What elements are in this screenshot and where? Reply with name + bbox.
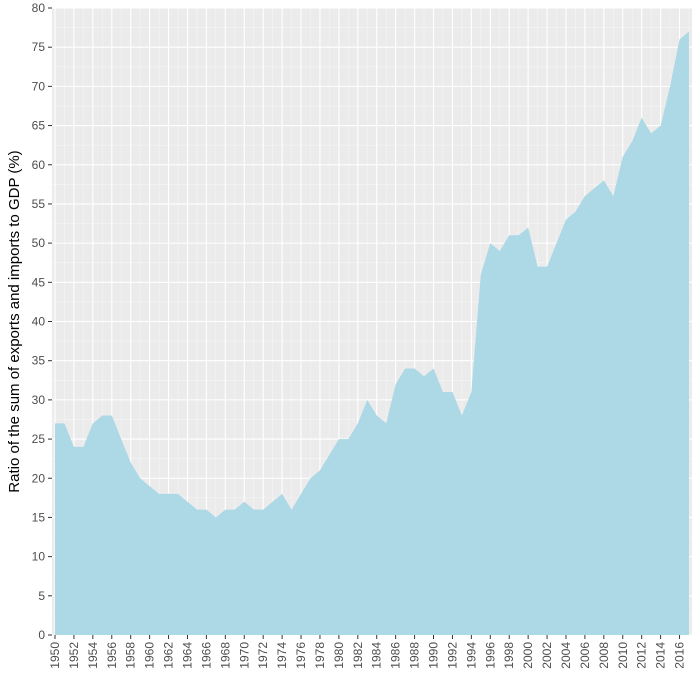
y-tick-label: 0	[38, 628, 45, 642]
x-tick-label: 2008	[597, 642, 611, 669]
y-tick-label: 20	[32, 471, 46, 485]
x-tick-label: 1982	[351, 642, 365, 669]
x-tick-label: 1996	[483, 642, 497, 669]
x-tick-label: 1980	[332, 642, 346, 669]
x-tick-label: 1954	[86, 642, 100, 669]
x-tick-label: 2006	[578, 642, 592, 669]
x-tick-label: 1974	[275, 642, 289, 669]
y-axis-title: Ratio of the sum of exports and imports …	[6, 150, 23, 492]
y-axis: 0 5 10 15 20 25 30 35 40 45 50 55 60 65 70 75 80	[32, 1, 52, 642]
y-tick-label: 40	[32, 315, 46, 329]
y-tick-label: 65	[32, 119, 46, 133]
area-series	[55, 31, 689, 635]
x-tick-label: 1964	[180, 642, 194, 669]
x-tick-label: 1958	[124, 642, 138, 669]
y-tick-label: 10	[32, 550, 46, 564]
y-tick-label: 55	[32, 197, 46, 211]
y-tick-label: 50	[32, 236, 46, 250]
x-tick-label: 1992	[445, 642, 459, 669]
x-tick-label: 2012	[635, 642, 649, 669]
x-tick-label: 1968	[218, 642, 232, 669]
x-tick-label: 1998	[502, 642, 516, 669]
x-tick-label: 1956	[105, 642, 119, 669]
x-tick-label: 2016	[673, 642, 687, 669]
y-tick-label: 45	[32, 275, 46, 289]
y-tick-label: 5	[38, 589, 45, 603]
y-tick-label: 60	[32, 158, 46, 172]
y-tick-label: 80	[32, 1, 46, 15]
x-tick-label: 1972	[256, 642, 270, 669]
x-tick-label: 1984	[370, 642, 384, 669]
x-tick-label: 1988	[408, 642, 422, 669]
x-tick-label: 1990	[427, 642, 441, 669]
y-tick-label: 70	[32, 79, 46, 93]
x-tick-label: 2004	[559, 642, 573, 669]
x-tick-label: 1960	[143, 642, 157, 669]
x-tick-label: 1978	[313, 642, 327, 669]
y-tick-label: 35	[32, 354, 46, 368]
x-tick-label: 1994	[464, 642, 478, 669]
y-tick-label: 75	[32, 40, 46, 54]
x-tick-label: 1966	[199, 642, 213, 669]
x-tick-label: 2014	[654, 642, 668, 669]
y-tick-label: 30	[32, 393, 46, 407]
x-tick-label: 1976	[294, 642, 308, 669]
x-tick-label: 2010	[616, 642, 630, 669]
x-tick-label: 1970	[237, 642, 251, 669]
x-tick-label: 1952	[67, 642, 81, 669]
x-tick-label: 2000	[521, 642, 535, 669]
y-tick-label: 15	[32, 510, 46, 524]
x-tick-label: 1962	[162, 642, 176, 669]
x-tick-label: 1950	[48, 642, 62, 669]
x-axis: 1950 1952 1954 1956 1958 1960 1962 1964 1966 1968…	[48, 635, 687, 669]
x-tick-label: 1986	[389, 642, 403, 669]
y-tick-label: 25	[32, 432, 46, 446]
x-tick-label: 2002	[540, 642, 554, 669]
